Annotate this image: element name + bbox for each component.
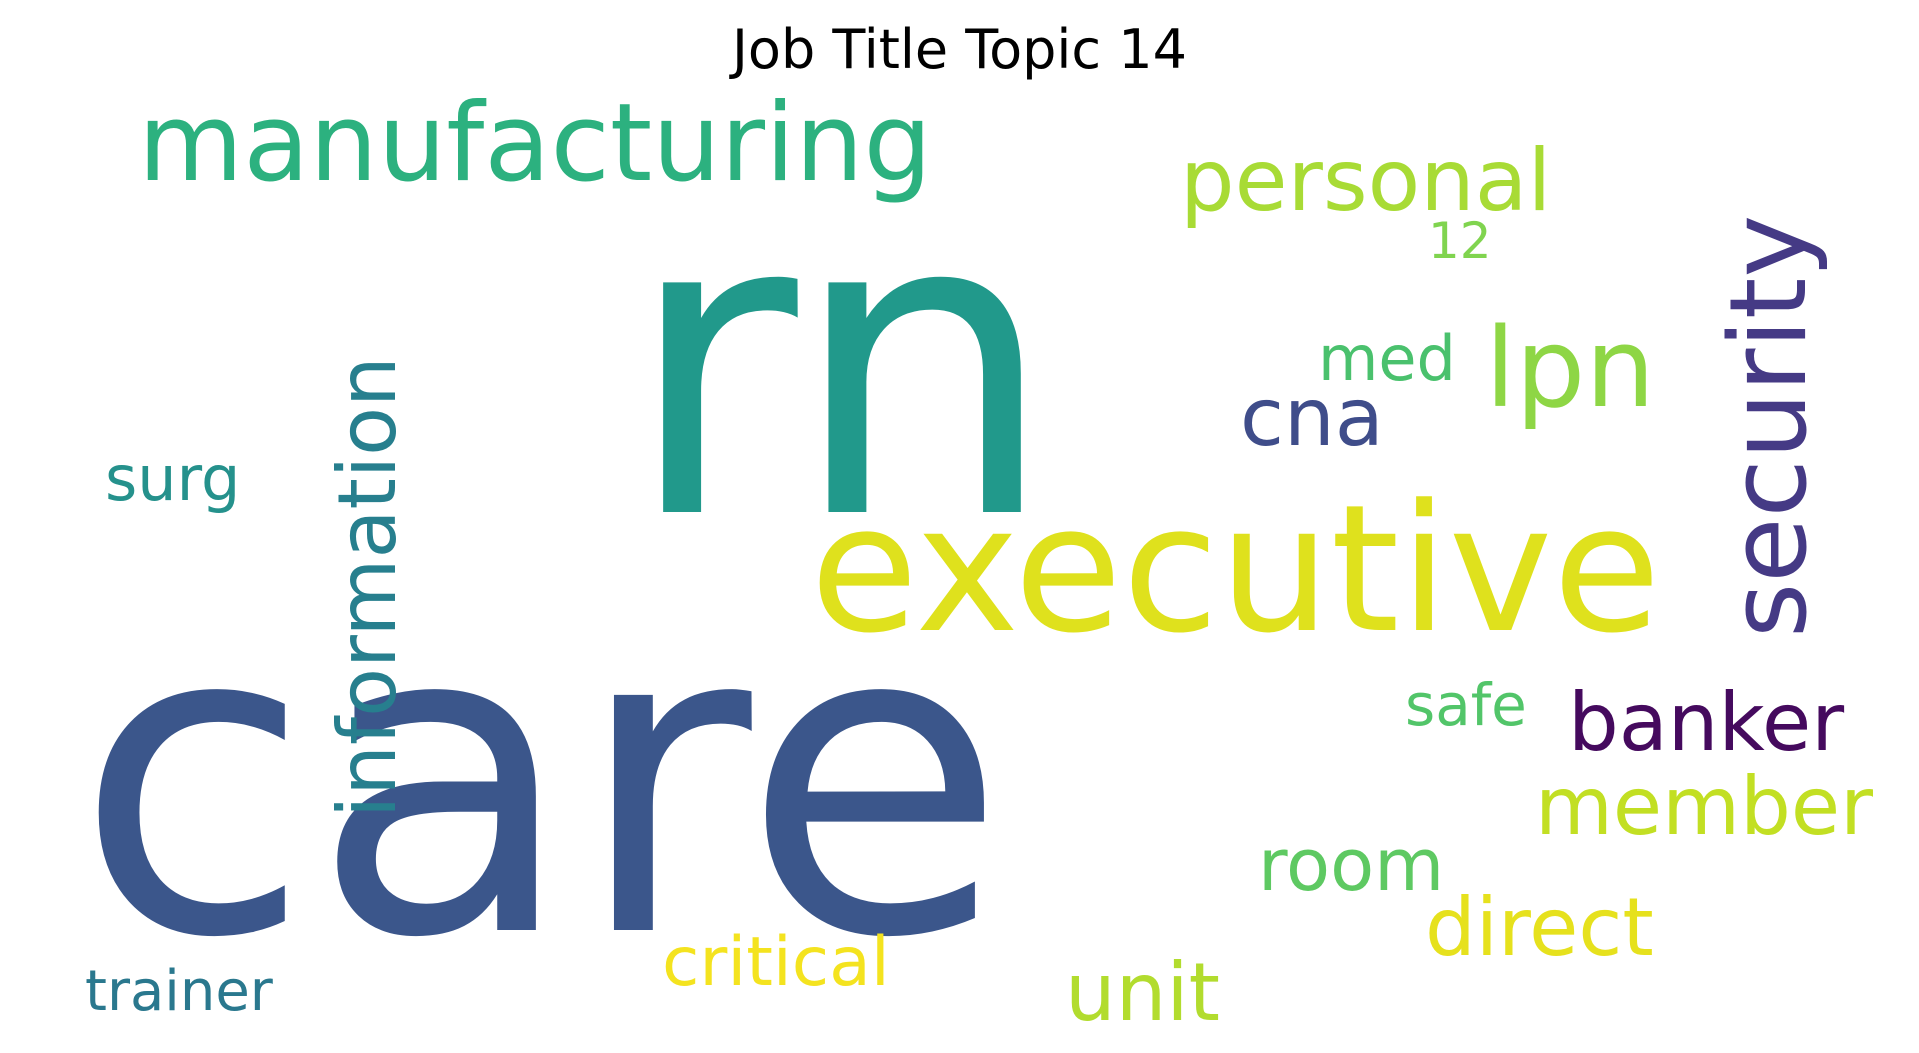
- word-rn: rn: [625, 123, 1056, 612]
- word-lpn: lpn: [1485, 304, 1655, 432]
- word-cna: cna: [1240, 371, 1384, 464]
- word-care: care: [75, 532, 1007, 1032]
- word-executive: executive: [810, 467, 1661, 672]
- word-security: security: [1707, 215, 1830, 638]
- word-surg: surg: [105, 442, 240, 515]
- word-member: member: [1535, 760, 1873, 853]
- word-med: med: [1318, 322, 1456, 395]
- word-manufacturing: manufacturing: [138, 81, 932, 206]
- word-critical: critical: [662, 923, 890, 1002]
- word-personal: personal: [1180, 131, 1551, 231]
- word-direct: direct: [1425, 881, 1654, 974]
- word-trainer: trainer: [85, 959, 274, 1024]
- word-safe: safe: [1405, 671, 1527, 739]
- word-banker: banker: [1568, 676, 1844, 769]
- word-room: room: [1258, 823, 1444, 907]
- chart-title: Job Title Topic 14: [732, 18, 1187, 81]
- word-unit: unit: [1065, 946, 1220, 1039]
- word-12: 12: [1428, 212, 1492, 270]
- word-information: information: [321, 356, 414, 818]
